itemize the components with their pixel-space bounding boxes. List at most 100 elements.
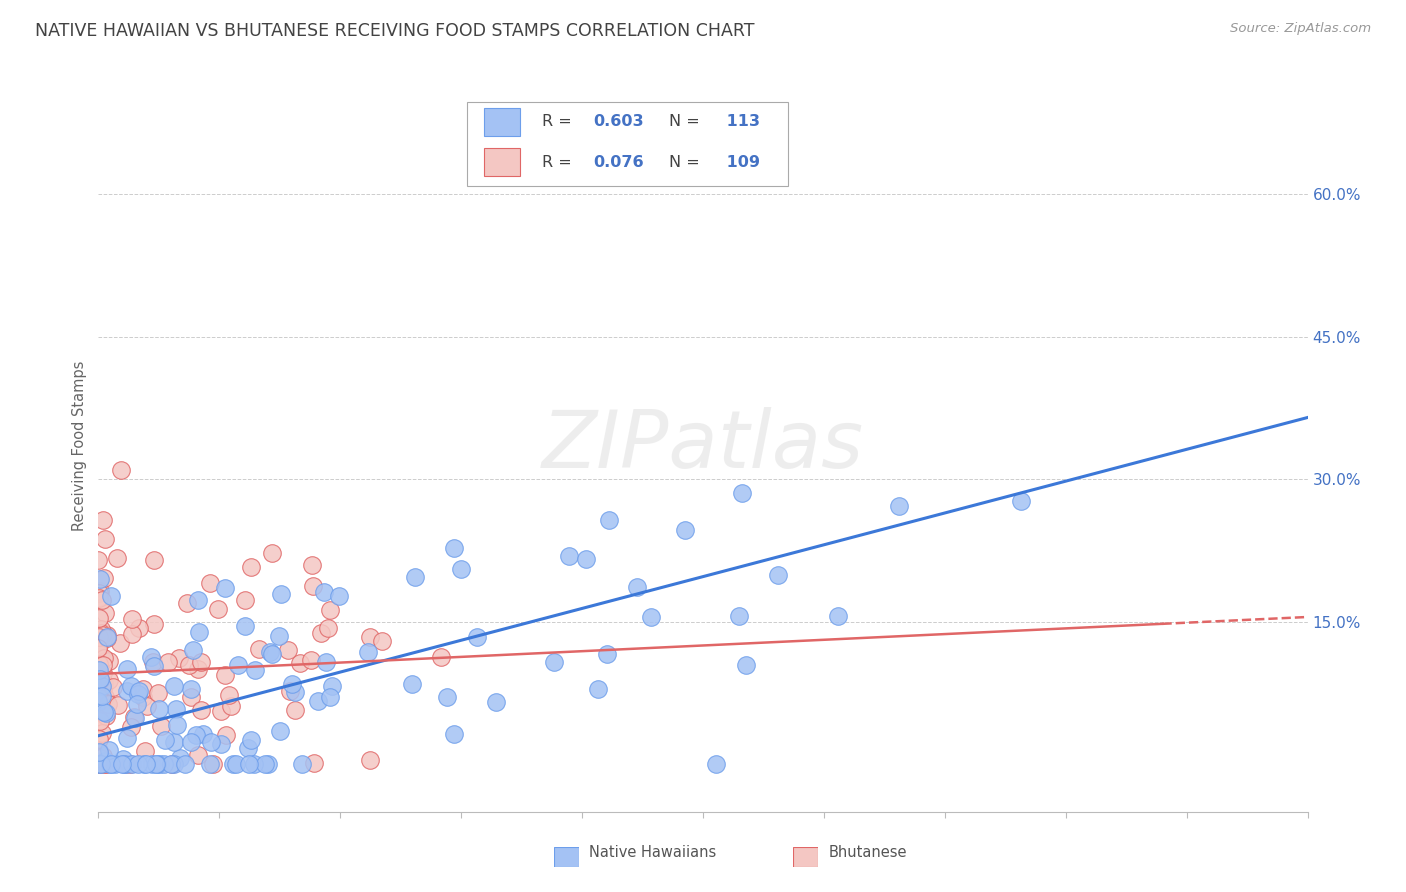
Point	[311, 625, 333, 640]
Point	[240, 560, 263, 574]
Point	[284, 684, 307, 698]
Point	[149, 757, 172, 772]
Point	[96, 631, 118, 645]
Point	[97, 743, 120, 757]
Point	[93, 679, 115, 693]
Point	[96, 706, 118, 720]
FancyBboxPatch shape	[793, 847, 818, 867]
Point	[558, 549, 581, 563]
Point	[127, 757, 149, 772]
Point	[94, 606, 117, 620]
Point	[146, 686, 169, 700]
Point	[163, 735, 186, 749]
Point	[160, 757, 183, 772]
Point	[93, 571, 115, 585]
Point	[243, 663, 266, 677]
Point	[187, 625, 209, 640]
Point	[598, 513, 620, 527]
Point	[87, 630, 110, 644]
Point	[186, 728, 208, 742]
Point	[766, 567, 789, 582]
Point	[704, 757, 727, 772]
Text: Native Hawaiians: Native Hawaiians	[589, 846, 717, 860]
Point	[111, 757, 134, 772]
FancyBboxPatch shape	[484, 108, 520, 136]
Text: N =: N =	[669, 155, 704, 169]
Point	[132, 681, 155, 696]
Point	[200, 757, 222, 772]
Point	[731, 486, 754, 500]
Point	[328, 589, 350, 603]
Point	[259, 645, 281, 659]
Point	[94, 532, 117, 546]
Point	[100, 589, 122, 603]
Point	[94, 757, 117, 772]
Point	[167, 650, 190, 665]
Point	[132, 757, 155, 772]
Point	[163, 679, 186, 693]
Point	[93, 676, 115, 690]
Point	[165, 701, 187, 715]
Point	[103, 757, 125, 772]
Point	[277, 642, 299, 657]
Point	[284, 703, 307, 717]
Point	[443, 541, 465, 555]
Point	[240, 732, 263, 747]
Point	[143, 659, 166, 673]
Point	[221, 698, 243, 713]
Point	[115, 757, 138, 772]
Point	[278, 683, 301, 698]
Point	[90, 628, 112, 642]
Point	[142, 616, 165, 631]
Point	[142, 655, 165, 669]
Point	[91, 626, 114, 640]
Point	[190, 655, 212, 669]
Point	[89, 583, 111, 598]
Point	[141, 757, 163, 772]
Y-axis label: Receiving Food Stamps: Receiving Food Stamps	[72, 360, 87, 532]
FancyBboxPatch shape	[467, 103, 787, 186]
Point	[307, 694, 329, 708]
Point	[93, 651, 115, 665]
Point	[260, 648, 283, 662]
Point	[110, 463, 132, 477]
Point	[93, 748, 115, 763]
Text: 109: 109	[721, 155, 761, 169]
Point	[100, 757, 122, 772]
Point	[404, 569, 426, 583]
Point	[180, 681, 202, 696]
FancyBboxPatch shape	[484, 148, 520, 177]
Point	[128, 621, 150, 635]
Point	[359, 630, 381, 644]
Point	[97, 697, 120, 711]
Point	[176, 596, 198, 610]
Point	[269, 724, 291, 739]
Point	[117, 683, 139, 698]
Point	[1010, 493, 1032, 508]
Point	[96, 628, 118, 642]
Point	[187, 593, 209, 607]
Point	[94, 754, 117, 768]
Point	[190, 703, 212, 717]
Point	[114, 757, 136, 772]
Point	[673, 523, 696, 537]
Point	[91, 593, 114, 607]
Point	[734, 657, 756, 672]
Point	[87, 690, 110, 705]
Point	[87, 634, 110, 648]
Point	[87, 657, 110, 672]
Point	[225, 757, 247, 772]
Point	[115, 662, 138, 676]
Point	[302, 756, 325, 770]
Point	[142, 553, 165, 567]
Point	[174, 757, 197, 772]
Point	[90, 757, 112, 772]
Point	[207, 601, 229, 615]
Text: R =: R =	[543, 155, 576, 169]
Text: 113: 113	[721, 114, 761, 129]
Point	[233, 619, 256, 633]
Point	[87, 688, 110, 702]
Point	[370, 634, 392, 648]
Point	[319, 690, 342, 705]
Point	[127, 687, 149, 701]
